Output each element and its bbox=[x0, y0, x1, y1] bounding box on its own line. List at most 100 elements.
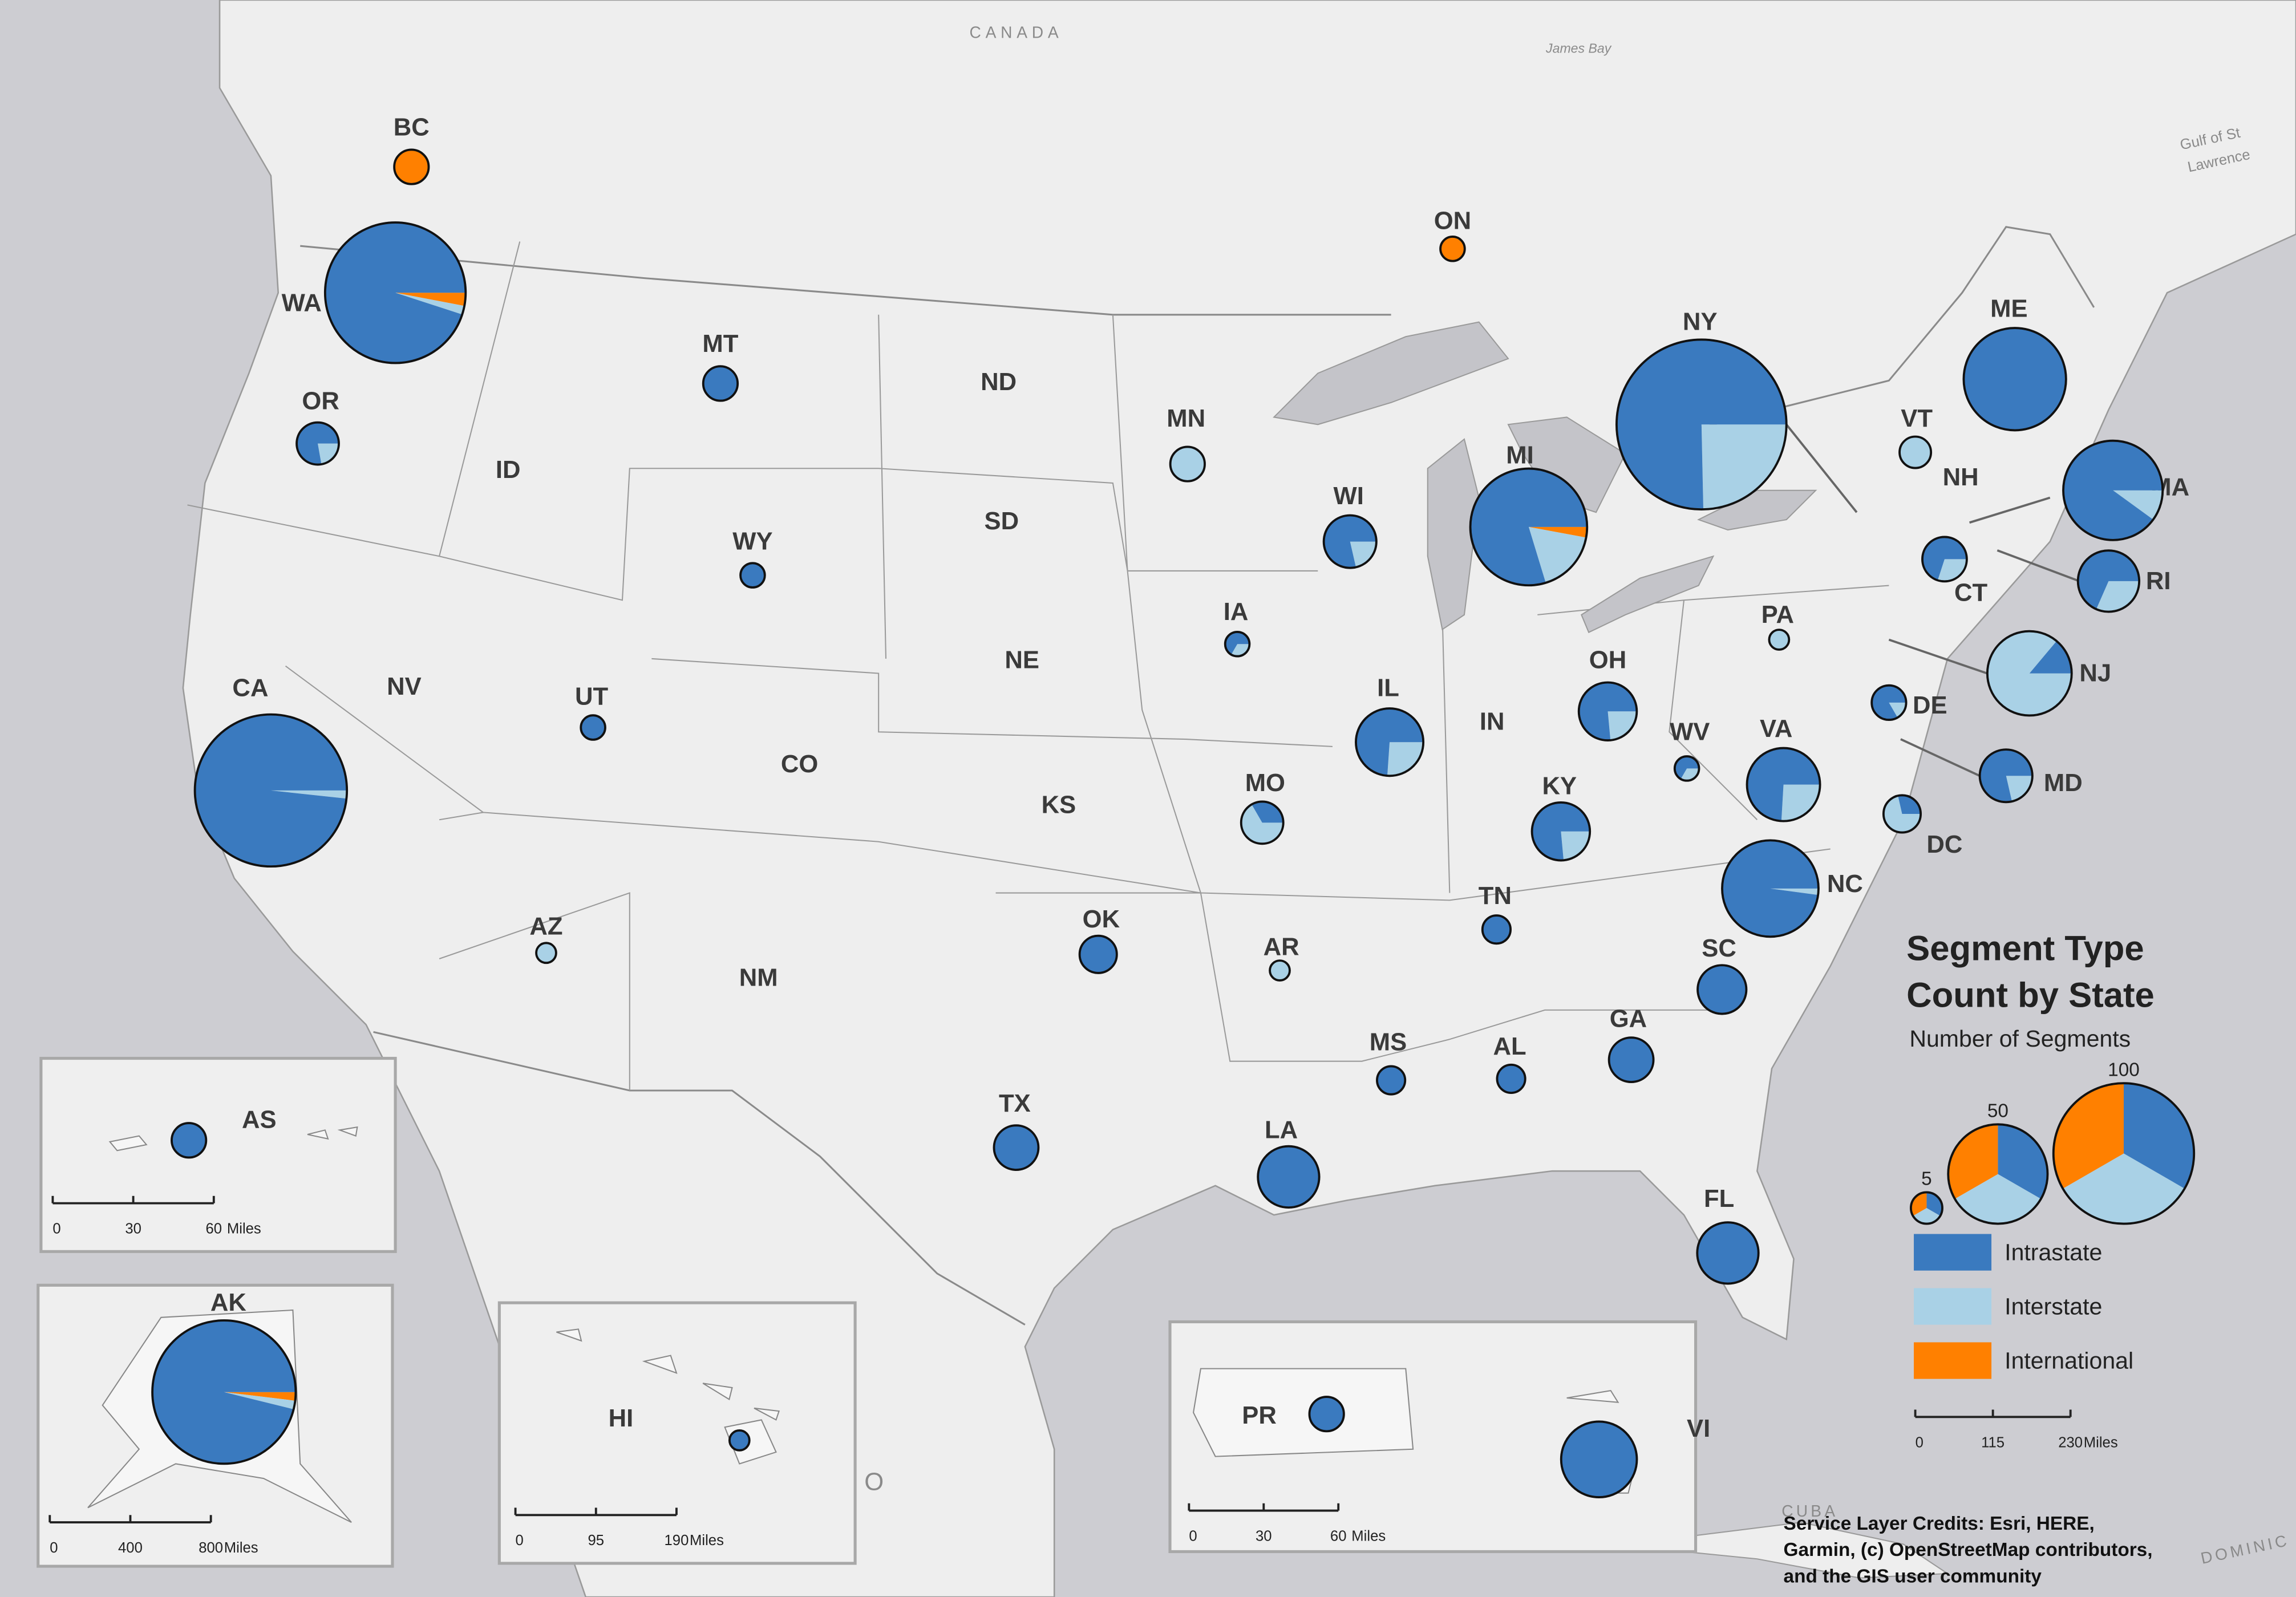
pie-slice bbox=[1323, 515, 1376, 568]
pie-slice bbox=[318, 443, 339, 465]
pie-slice bbox=[739, 562, 766, 589]
pie-slice bbox=[1898, 795, 1921, 814]
scale-label: 230 bbox=[2058, 1434, 2083, 1450]
region-label: TX bbox=[999, 1090, 1031, 1117]
pie-slice bbox=[395, 293, 466, 306]
pie-slice bbox=[224, 1392, 295, 1409]
legend-size-label: 100 bbox=[2108, 1059, 2140, 1080]
pie-slice bbox=[1701, 424, 1787, 510]
region-label: NH bbox=[1943, 464, 1979, 491]
region-label: NC bbox=[1827, 870, 1863, 898]
pie-slice bbox=[1387, 742, 1424, 776]
legend-subtitle: Number of Segments bbox=[1909, 1026, 2131, 1052]
pie-slice bbox=[393, 148, 430, 185]
pie-slice bbox=[1607, 1036, 1655, 1083]
region-label: AK bbox=[210, 1289, 247, 1316]
pie-slice bbox=[1269, 959, 1291, 982]
region-label: VI bbox=[1687, 1415, 1710, 1442]
legend-swatch bbox=[1914, 1288, 1992, 1325]
pie-outline bbox=[2062, 439, 2164, 541]
region-label: OK bbox=[1083, 906, 1120, 933]
region-label: PA bbox=[1762, 601, 1794, 629]
region-label: NV bbox=[387, 673, 422, 700]
pie-slice bbox=[1169, 445, 1206, 483]
scale-label: 0 bbox=[1916, 1434, 1924, 1450]
pie-slice bbox=[1578, 682, 1637, 741]
legend-size-slice bbox=[2123, 1083, 2194, 1189]
pie-slice bbox=[1528, 526, 1588, 538]
scale-unit: Miles bbox=[1351, 1529, 1386, 1545]
pie-outline bbox=[1673, 755, 1700, 782]
place-name: CUBA bbox=[1781, 1502, 1838, 1520]
pie-slice bbox=[325, 222, 466, 363]
pie-slice bbox=[1350, 541, 1376, 568]
inset-hi bbox=[497, 1301, 857, 1565]
pie-slice bbox=[1979, 749, 2032, 802]
pie-slice bbox=[171, 1122, 208, 1159]
pie-slice bbox=[1898, 435, 1933, 469]
region-label: CA bbox=[232, 674, 268, 702]
scale-unit: Miles bbox=[227, 1221, 261, 1237]
pie-slice bbox=[297, 422, 339, 465]
region-label: ON bbox=[1434, 208, 1471, 235]
scale-label: 115 bbox=[1981, 1434, 2005, 1450]
pie-slice bbox=[2078, 550, 2140, 610]
legend-title: Segment Type bbox=[1906, 929, 2144, 968]
region-label: MO bbox=[1245, 769, 1285, 797]
scale-label: 60 bbox=[1330, 1529, 1347, 1545]
leader-line bbox=[1997, 549, 2080, 582]
pie-slice bbox=[1937, 559, 1967, 582]
leader-line bbox=[1888, 638, 1987, 675]
pie-slice bbox=[1872, 685, 1906, 720]
scale-label: 30 bbox=[125, 1221, 141, 1237]
region-label: LA bbox=[1265, 1116, 1298, 1144]
region-label: DE bbox=[1913, 692, 1947, 719]
region-label: NJ bbox=[2079, 660, 2111, 687]
scale-unit: Miles bbox=[224, 1540, 258, 1556]
pie-slice bbox=[1241, 804, 1283, 844]
pie-outline bbox=[1322, 514, 1378, 569]
pie-outline bbox=[1921, 536, 1968, 583]
region-label: BC bbox=[394, 114, 430, 141]
pie-slice bbox=[1376, 1065, 1407, 1096]
pie-outline bbox=[1615, 338, 1788, 511]
region-label: NY bbox=[1683, 309, 1718, 336]
legend-size-slice bbox=[1954, 1174, 2041, 1224]
legend-size-slice bbox=[1913, 1208, 1941, 1224]
pie-outline bbox=[1224, 630, 1251, 658]
place-name: James Bay bbox=[1545, 40, 1612, 55]
region-label: DC bbox=[1926, 831, 1962, 858]
legend-swatch bbox=[1914, 1342, 1992, 1379]
region-label: KY bbox=[1542, 772, 1577, 800]
legend-title: Count by State bbox=[1906, 976, 2155, 1015]
leader-line bbox=[1900, 738, 1981, 777]
region-label: SC bbox=[1702, 935, 1736, 962]
region-label: CO bbox=[781, 751, 818, 778]
leader-line bbox=[1969, 496, 2051, 524]
pie-slice bbox=[1528, 526, 1586, 583]
credits: and the GIS user community bbox=[1784, 1566, 2042, 1587]
region-label: CT bbox=[1954, 579, 1988, 607]
pie-slice bbox=[1987, 631, 2072, 716]
leader-lines bbox=[1785, 424, 2080, 777]
pie-outline bbox=[1746, 747, 1821, 822]
scale-label: 400 bbox=[118, 1540, 143, 1556]
region-label: NM bbox=[739, 964, 778, 991]
pie-slice bbox=[1781, 784, 1820, 821]
region-label: AR bbox=[1264, 934, 1299, 961]
region-label: ID bbox=[496, 456, 521, 484]
scale-label: 800 bbox=[199, 1540, 223, 1556]
pie-outline bbox=[1577, 681, 1638, 742]
region-label: TN bbox=[1479, 882, 1512, 910]
region-label: ND bbox=[981, 368, 1017, 396]
pie-outline bbox=[151, 1319, 297, 1465]
pie-slice bbox=[1696, 1221, 1760, 1285]
region-label: WI bbox=[1334, 483, 1364, 510]
legend-size-label: 5 bbox=[1921, 1169, 1932, 1190]
legend-label: Intrastate bbox=[2005, 1239, 2102, 1266]
pie-slice bbox=[1696, 964, 1748, 1015]
legend-label: Interstate bbox=[2005, 1294, 2102, 1320]
legend-size-slice bbox=[1998, 1124, 2048, 1199]
state-lines bbox=[187, 241, 1889, 1091]
region-label: MN bbox=[1167, 405, 1205, 432]
